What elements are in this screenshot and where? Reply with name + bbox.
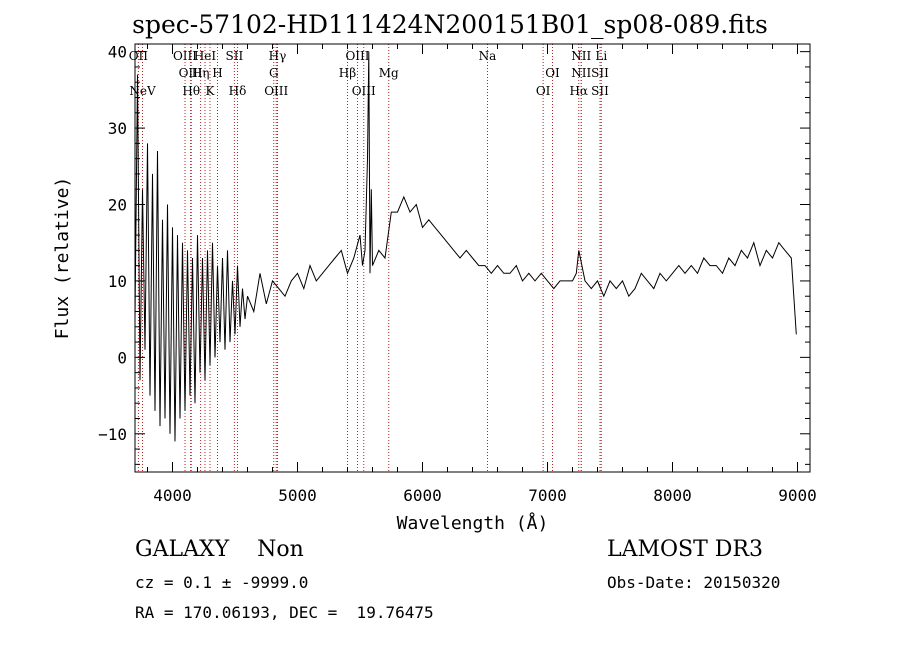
y-tick-label: 10 bbox=[108, 272, 127, 291]
line-marker-label: Li bbox=[595, 49, 607, 63]
y-tick-label: 30 bbox=[108, 119, 127, 138]
line-marker-label: K bbox=[206, 84, 216, 98]
y-tick-label: −10 bbox=[98, 425, 127, 444]
line-marker-label: H bbox=[212, 66, 222, 80]
line-marker-label: SII bbox=[226, 49, 244, 63]
line-marker-label: Hη bbox=[192, 66, 210, 80]
x-tick-label: 7000 bbox=[528, 486, 567, 505]
line-marker-label: G bbox=[269, 66, 279, 80]
y-tick-label: 40 bbox=[108, 43, 127, 62]
redshift-text: cz = 0.1 ± -9999.0 bbox=[135, 573, 309, 592]
line-marker-label: Hδ bbox=[229, 84, 247, 98]
x-tick-label: 8000 bbox=[653, 486, 692, 505]
line-marker-label: Na bbox=[479, 49, 497, 63]
line-marker-label: OIII bbox=[345, 49, 369, 63]
line-marker-label: OI bbox=[536, 84, 551, 98]
line-marker-label: OII bbox=[129, 49, 149, 63]
y-tick-label: 0 bbox=[117, 348, 127, 367]
x-tick-label: 4000 bbox=[153, 486, 192, 505]
line-marker-label: OIII bbox=[179, 66, 203, 80]
observation-date: Obs-Date: 20150320 bbox=[607, 573, 781, 592]
line-marker-label: NeV bbox=[129, 84, 156, 98]
x-tick-label: 5000 bbox=[278, 486, 317, 505]
x-axis-ticks: 4000 5000 6000 7000 8000 9000 bbox=[147, 44, 817, 505]
chart-title: spec-57102-HD111424N200151B01_sp08-089.f… bbox=[132, 10, 768, 39]
line-marker-label: OIII bbox=[352, 84, 376, 98]
y-axis-ticks: −10 0 10 20 30 40 bbox=[98, 43, 810, 465]
line-marker-label: SII bbox=[591, 66, 609, 80]
y-axis-label: Flux (relative) bbox=[52, 177, 73, 340]
line-marker-label: Hγ bbox=[269, 49, 287, 63]
line-marker-label: Hα bbox=[569, 84, 588, 98]
x-tick-label: 6000 bbox=[403, 486, 442, 505]
line-marker-label: OIII bbox=[173, 49, 197, 63]
line-marker-label: Mg bbox=[379, 66, 399, 80]
line-marker-label: HeI bbox=[194, 49, 217, 63]
emission-line-labels: NeV OII OIII OIII Hθ HeI Hη HK SII Hδ Hγ G OIII OIII H… bbox=[129, 49, 609, 98]
line-marker-label: OI bbox=[545, 66, 560, 80]
line-marker-label: NII bbox=[571, 49, 591, 63]
spectrum-line bbox=[134, 51, 797, 442]
classification-text: GALAXY Non bbox=[135, 537, 304, 562]
line-marker-label: SII bbox=[591, 84, 609, 98]
x-tick-label: 9000 bbox=[778, 486, 817, 505]
x-axis-label: Wavelength (Å) bbox=[397, 512, 549, 534]
line-marker-label: Hθ bbox=[182, 84, 200, 98]
survey-name: LAMOST DR3 bbox=[607, 537, 763, 562]
line-marker-label: NII bbox=[571, 66, 591, 80]
coordinates-text: RA = 170.06193, DEC = 19.76475 bbox=[135, 603, 434, 622]
line-marker-label: OIII bbox=[264, 84, 288, 98]
y-tick-label: 20 bbox=[108, 196, 127, 215]
line-marker-label: Hβ bbox=[339, 66, 356, 80]
